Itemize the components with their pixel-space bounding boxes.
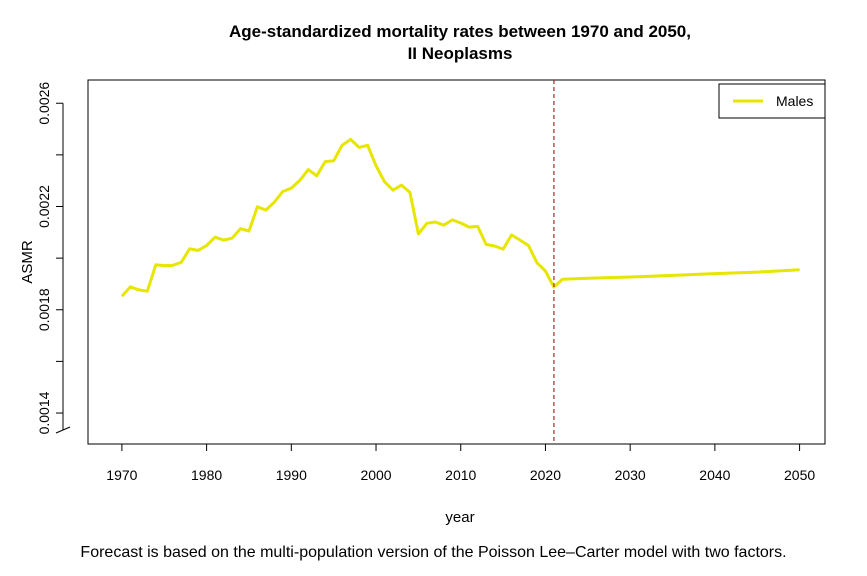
y-axis-break — [55, 426, 71, 434]
series-layer — [120, 137, 800, 298]
x-tick-label: 2020 — [530, 467, 561, 483]
x-axis-label: year — [445, 509, 474, 526]
y-axis-label: ASMR — [19, 240, 36, 284]
x-axis: 1970 1980 1990 2000 2010 2020 2030 2040 2050 — [106, 443, 815, 483]
y-tick-label: 0.0018 — [36, 288, 52, 331]
plot-frame — [87, 79, 826, 445]
legend-label-males: Males — [776, 93, 813, 109]
chart-title-line-1: Age-standardized mortality rates between… — [229, 22, 691, 41]
chart-caption: Forecast is based on the multi-populatio… — [80, 544, 787, 561]
chart-title-line-2: II Neoplasms — [408, 44, 513, 63]
x-tick-label: 2050 — [784, 467, 815, 483]
x-tick-label: 2040 — [699, 467, 730, 483]
legend: Males — [718, 83, 826, 119]
y-tick-label: 0.0022 — [36, 185, 52, 228]
x-tick-label: 1970 — [106, 467, 137, 483]
x-tick-label: 1990 — [276, 467, 307, 483]
x-tick-label: 1980 — [191, 467, 222, 483]
y-tick-label: 0.0014 — [36, 391, 52, 434]
series-line-males — [120, 137, 800, 298]
x-tick-label: 2030 — [615, 467, 646, 483]
y-tick-label: 0.0026 — [36, 82, 52, 125]
x-tick-label: 2000 — [360, 467, 391, 483]
x-tick-label: 2010 — [445, 467, 476, 483]
y-axis: 0.0014 0.0018 0.0022 0.0026 — [36, 82, 71, 434]
